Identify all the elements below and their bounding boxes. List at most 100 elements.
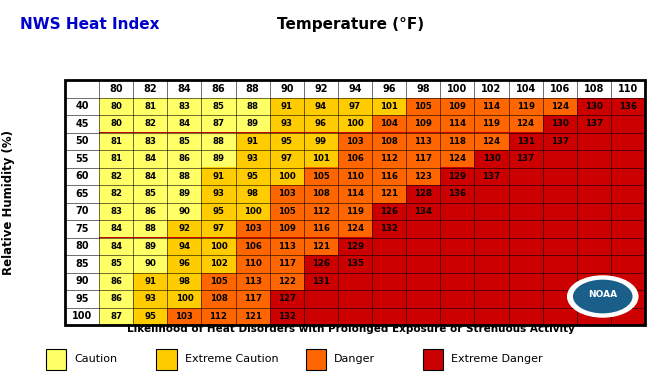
Text: 91: 91 <box>281 102 292 111</box>
Text: 80: 80 <box>111 102 122 111</box>
Bar <box>235 98 270 115</box>
Bar <box>577 203 611 220</box>
Bar <box>304 168 338 185</box>
Bar <box>235 185 270 203</box>
Text: 112: 112 <box>380 154 398 163</box>
Text: 119: 119 <box>346 207 364 216</box>
Text: 45: 45 <box>75 119 89 129</box>
Bar <box>65 80 645 325</box>
Bar <box>611 238 645 255</box>
Text: 100: 100 <box>244 207 261 216</box>
Bar <box>611 185 645 203</box>
Text: 89: 89 <box>246 119 259 128</box>
Text: 91: 91 <box>213 172 224 181</box>
Text: 97: 97 <box>213 224 225 233</box>
Text: 84: 84 <box>177 84 191 94</box>
Bar <box>133 115 167 133</box>
Text: 129: 129 <box>346 242 364 251</box>
Bar <box>235 133 270 150</box>
Bar <box>543 307 577 325</box>
Bar <box>202 168 235 185</box>
Text: 102: 102 <box>209 259 228 268</box>
Bar <box>99 255 133 272</box>
Bar <box>270 150 304 168</box>
Text: 97: 97 <box>349 102 361 111</box>
Text: 90: 90 <box>179 207 190 216</box>
Text: 101: 101 <box>312 154 330 163</box>
Bar <box>474 203 508 220</box>
Bar <box>338 238 372 255</box>
Bar <box>133 185 167 203</box>
Text: 86: 86 <box>111 294 122 303</box>
Bar <box>543 133 577 150</box>
Bar <box>304 98 338 115</box>
Bar <box>338 203 372 220</box>
Bar <box>508 290 543 307</box>
Bar <box>133 168 167 185</box>
Text: 88: 88 <box>246 102 259 111</box>
Text: 90: 90 <box>75 276 89 286</box>
Text: 137: 137 <box>517 154 535 163</box>
Bar <box>611 272 645 290</box>
Bar <box>474 168 508 185</box>
Text: NWS Heat Index: NWS Heat Index <box>20 17 159 32</box>
Bar <box>474 98 508 115</box>
Text: 95: 95 <box>213 207 224 216</box>
Bar <box>372 150 406 168</box>
Text: 84: 84 <box>110 242 122 251</box>
Text: 132: 132 <box>380 224 398 233</box>
Bar <box>202 272 235 290</box>
Bar <box>133 272 167 290</box>
Bar <box>167 238 202 255</box>
Text: 55: 55 <box>75 154 89 164</box>
Bar <box>508 115 543 133</box>
Text: 124: 124 <box>517 119 535 128</box>
Bar <box>235 115 270 133</box>
Text: 40: 40 <box>75 101 89 111</box>
Bar <box>202 133 235 150</box>
Text: 124: 124 <box>346 224 364 233</box>
Text: 117: 117 <box>244 294 262 303</box>
Bar <box>543 115 577 133</box>
Bar <box>406 185 440 203</box>
Text: 80: 80 <box>111 119 122 128</box>
Text: 100: 100 <box>176 294 193 303</box>
Bar <box>611 255 645 272</box>
Text: 131: 131 <box>517 137 534 146</box>
Text: 103: 103 <box>278 189 296 198</box>
Bar <box>235 168 270 185</box>
Bar <box>508 150 543 168</box>
Text: 124: 124 <box>482 137 500 146</box>
Bar <box>270 98 304 115</box>
Text: 88: 88 <box>246 84 259 94</box>
Text: 105: 105 <box>312 172 330 181</box>
Bar <box>133 238 167 255</box>
Bar <box>440 203 474 220</box>
Bar <box>440 238 474 255</box>
Text: 114: 114 <box>346 189 364 198</box>
Bar <box>133 98 167 115</box>
Text: 113: 113 <box>244 277 262 286</box>
Text: Caution: Caution <box>74 354 117 364</box>
Text: 137: 137 <box>482 172 500 181</box>
Text: 95: 95 <box>281 137 292 146</box>
Text: 123: 123 <box>414 172 432 181</box>
Text: 86: 86 <box>111 277 122 286</box>
Bar <box>99 290 133 307</box>
Bar <box>406 307 440 325</box>
Bar <box>338 98 372 115</box>
Text: 121: 121 <box>312 242 330 251</box>
Text: 113: 113 <box>414 137 432 146</box>
Bar <box>167 98 202 115</box>
Bar <box>338 133 372 150</box>
Bar <box>543 272 577 290</box>
Text: 85: 85 <box>213 102 224 111</box>
Bar <box>577 255 611 272</box>
Bar <box>202 185 235 203</box>
Text: 105: 105 <box>210 277 228 286</box>
Bar <box>235 150 270 168</box>
Text: Danger: Danger <box>334 354 375 364</box>
Text: 95: 95 <box>144 312 156 321</box>
Text: 131: 131 <box>312 277 330 286</box>
Bar <box>338 255 372 272</box>
